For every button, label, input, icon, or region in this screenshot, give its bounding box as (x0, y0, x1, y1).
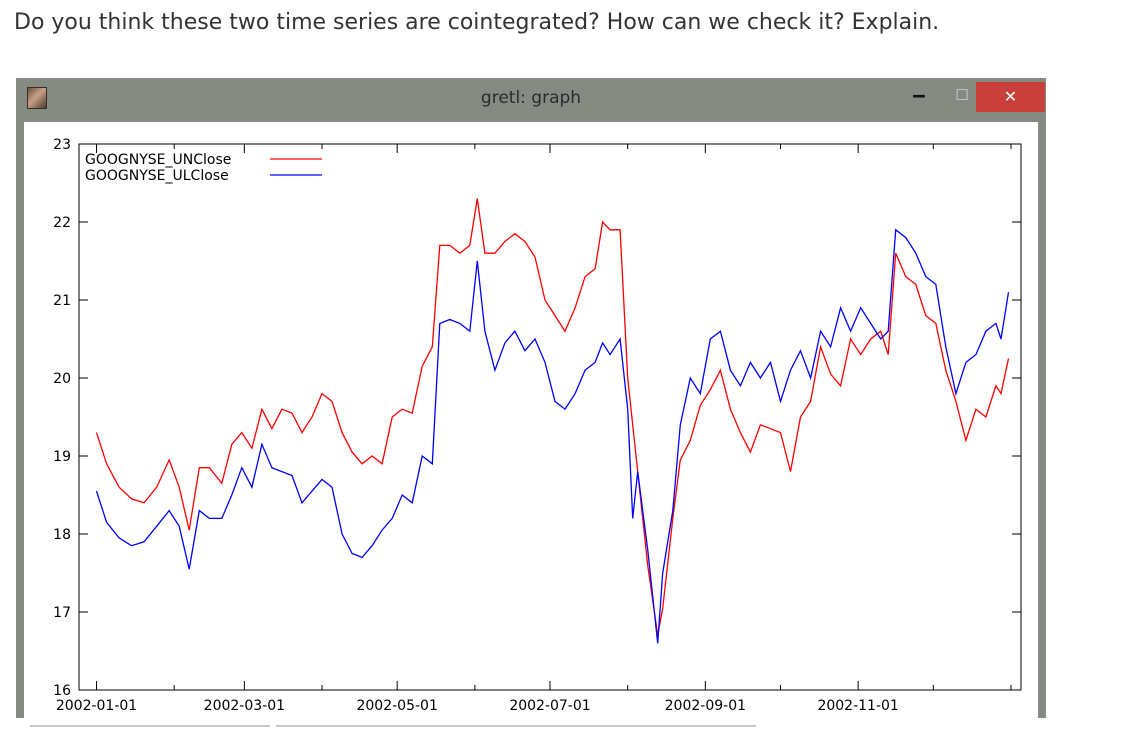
x-tick-label: 2002-07-01 (509, 698, 590, 714)
x-tick-label: 2002-01-01 (56, 698, 137, 714)
horizontal-scrollbar[interactable] (0, 719, 760, 734)
y-tick-label: 16 (53, 683, 71, 699)
y-tick-label: 17 (53, 605, 71, 621)
x-tick-label: 2002-11-01 (817, 698, 898, 714)
window-title: gretl: graph (480, 88, 582, 108)
app-icon[interactable] (27, 87, 47, 109)
gretl-graph-window: gretl: graph ‒ ☐ ✕ 16 17 18 19 20 21 22 23 2002-… (16, 78, 1046, 718)
title-bar[interactable]: gretl: graph ‒ ☐ ✕ (16, 78, 1046, 118)
line-chart: 16 17 18 19 20 21 22 23 2002-01-01 2002-03-01 2002… (53, 137, 1022, 714)
scrollbar-thumb[interactable] (276, 725, 756, 727)
y-tick-label: 23 (53, 137, 71, 153)
x-tick-label: 2002-09-01 (665, 698, 746, 714)
y-tick-label: 19 (53, 449, 71, 465)
legend-label: GOOGNYSE_ULClose (85, 168, 229, 184)
maximize-button[interactable]: ☐ (955, 86, 969, 104)
legend-label: GOOGNYSE_UNClose (85, 152, 231, 168)
plot-area: 16 17 18 19 20 21 22 23 2002-01-01 2002-03-01 2002… (24, 122, 1038, 718)
plot-frame (78, 143, 1022, 691)
series-line-goognyse-unclose (95, 198, 1010, 636)
y-tick-label: 18 (53, 527, 71, 543)
x-tick-label: 2002-03-01 (204, 698, 285, 714)
y-tick-label: 22 (53, 215, 71, 231)
series-line-goognyse-ulclose (95, 228, 1010, 644)
y-tick-label: 21 (53, 293, 71, 309)
scrollbar-track-segment (30, 725, 270, 727)
minimize-button[interactable]: ‒ (912, 83, 926, 107)
x-tick-label: 2002-05-01 (356, 698, 437, 714)
question-text: Do you think these two time series are c… (14, 10, 940, 35)
close-button[interactable]: ✕ (976, 82, 1045, 112)
y-tick-label: 20 (53, 371, 71, 387)
